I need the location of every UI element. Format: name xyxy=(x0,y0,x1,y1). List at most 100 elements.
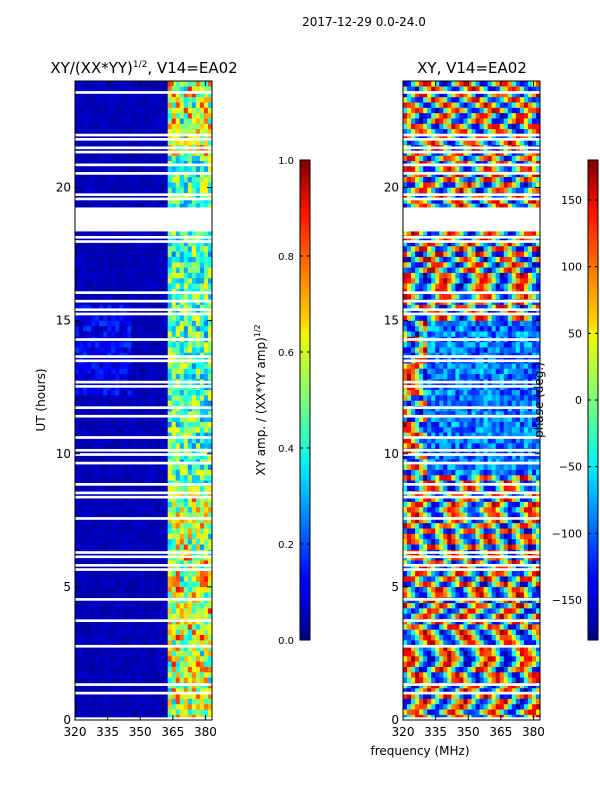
heatmap-cell xyxy=(131,666,136,673)
heatmap-cell xyxy=(151,123,156,130)
heatmap-cell xyxy=(87,469,92,476)
heatmap-cell xyxy=(135,325,140,332)
heatmap-cell xyxy=(187,155,193,162)
heatmap-cell xyxy=(151,528,156,534)
heatmap-cell xyxy=(75,629,80,635)
heatmap-cell xyxy=(79,570,84,577)
heatmap-cell xyxy=(203,576,209,582)
heatmap-cell xyxy=(139,410,144,417)
heatmap-cell xyxy=(455,703,460,710)
heatmap-cell xyxy=(183,118,189,124)
heatmap-cell xyxy=(127,272,132,279)
heatmap-cell xyxy=(155,533,161,540)
heatmap-cell xyxy=(183,586,189,593)
heatmap-cell xyxy=(99,677,104,683)
heatmap-cell xyxy=(91,570,96,577)
heatmap-cell xyxy=(187,267,193,273)
heatmap-cell xyxy=(499,613,505,620)
heatmap-cell xyxy=(75,400,80,407)
heatmap-cell xyxy=(83,570,88,577)
heatmap-cell xyxy=(87,86,92,92)
heatmap-cell xyxy=(135,240,140,247)
heatmap-cell xyxy=(191,272,197,279)
heatmap-cell xyxy=(191,128,197,135)
heatmap-cell xyxy=(103,128,108,135)
heatmap-cell xyxy=(187,363,193,369)
heatmap-cell xyxy=(167,421,173,428)
heatmap-cell xyxy=(123,623,128,630)
heatmap-cell xyxy=(459,709,464,715)
heatmap-cell xyxy=(435,703,440,710)
heatmap-cell xyxy=(167,256,173,263)
heatmap-cell xyxy=(91,655,96,662)
heatmap-cell xyxy=(199,86,205,92)
heatmap-cell xyxy=(191,102,197,108)
heatmap-cell xyxy=(435,666,440,673)
heatmap-cell xyxy=(95,251,100,257)
heatmap-cell xyxy=(195,613,201,620)
heatmap-cell xyxy=(147,709,152,715)
heatmap-cell xyxy=(179,368,185,375)
heatmap-cell xyxy=(103,347,108,353)
heatmap-cell xyxy=(159,293,165,300)
heatmap-cell xyxy=(79,91,84,98)
flagged-row xyxy=(75,91,212,94)
heatmap-cell xyxy=(123,501,128,508)
heatmap-cell xyxy=(115,197,120,204)
heatmap-cell xyxy=(195,229,201,236)
heatmap-cell xyxy=(127,309,132,316)
heatmap-cell xyxy=(203,416,209,422)
heatmap-cell xyxy=(143,650,148,657)
flagged-row xyxy=(75,691,212,695)
heatmap-cell xyxy=(155,283,161,289)
heatmap-cell xyxy=(207,533,212,540)
heatmap-cell xyxy=(471,592,476,598)
heatmap-cell xyxy=(207,304,212,311)
heatmap-cell xyxy=(131,363,136,369)
heatmap-cell xyxy=(167,347,173,353)
heatmap-cell xyxy=(135,368,140,375)
heatmap-cell xyxy=(167,581,173,588)
heatmap-cell xyxy=(111,166,116,172)
heatmap-cell xyxy=(175,464,181,470)
heatmap-cell xyxy=(115,293,120,300)
heatmap-cell xyxy=(191,176,197,183)
heatmap-cell xyxy=(503,650,509,657)
heatmap-cell xyxy=(207,309,212,316)
heatmap-cell xyxy=(115,166,120,172)
heatmap-cell xyxy=(147,528,152,534)
heatmap-cell xyxy=(123,166,128,172)
heatmap-cell xyxy=(87,703,92,710)
heatmap-cell xyxy=(195,506,201,513)
heatmap-cell xyxy=(135,91,140,98)
heatmap-cell xyxy=(87,586,92,593)
heatmap-cell xyxy=(175,261,181,268)
heatmap-cell xyxy=(195,283,201,289)
heatmap-cell xyxy=(203,442,209,449)
heatmap-cell xyxy=(103,655,108,662)
heatmap-cell xyxy=(135,331,140,337)
heatmap-cell xyxy=(75,634,80,641)
heatmap-cell xyxy=(119,315,124,321)
heatmap-cell xyxy=(167,703,173,710)
heatmap-cell xyxy=(115,634,120,641)
heatmap-cell xyxy=(435,623,440,630)
heatmap-cell xyxy=(79,687,84,694)
heatmap-cell xyxy=(155,304,161,311)
heatmap-cell xyxy=(179,576,185,582)
heatmap-cell xyxy=(159,693,165,699)
heatmap-cell xyxy=(175,426,181,433)
heatmap-cell xyxy=(191,432,197,438)
heatmap-cell xyxy=(75,544,80,550)
heatmap-cell xyxy=(195,293,201,300)
heatmap-cell xyxy=(135,309,140,316)
heatmap-cell xyxy=(483,671,489,678)
heatmap-cell xyxy=(75,118,80,124)
heatmap-cell xyxy=(183,410,189,417)
heatmap-cell xyxy=(167,331,173,337)
heatmap-cell xyxy=(203,394,209,401)
heatmap-cell xyxy=(207,394,212,401)
heatmap-cell xyxy=(87,437,92,444)
heatmap-cell xyxy=(203,373,209,380)
heatmap-cell xyxy=(95,677,100,683)
